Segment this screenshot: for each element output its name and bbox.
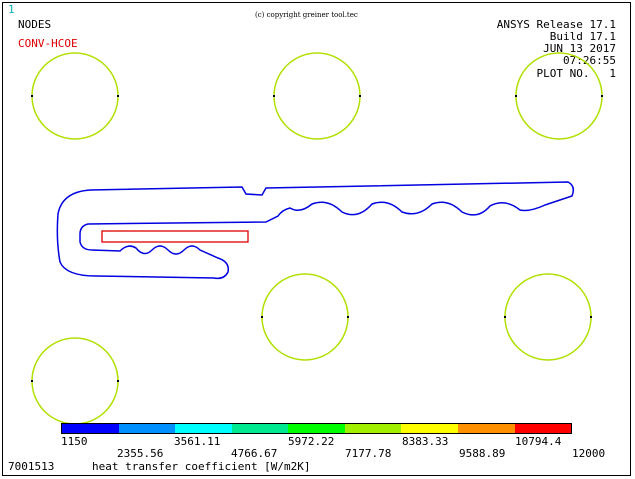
window-number: 1 [8,3,15,16]
build-text: Build 17.1 [549,30,616,43]
plot-type-label: NODES [18,18,52,31]
hole-circle-1 [31,52,119,140]
legend-label-8: 9588.89 [459,447,506,460]
legend-label-10: 12000 [572,447,606,460]
footer-quantity: heat transfer coefficient [W/m2K] [92,460,311,473]
scale-segment-7 [401,424,458,433]
footer-id: 7001513 [8,460,55,473]
scale-segment-6 [344,424,402,433]
display-item-label: CONV-HCOE [18,37,78,50]
plot-number-text: PLOT NO. 1 [536,67,616,80]
legend-label-3: 3561.11 [174,435,221,448]
copyright-text: (c) copyright greiner tool.tec [255,11,358,19]
scale-segment-1 [62,424,119,433]
release-text: ANSYS Release 17.1 [496,18,616,31]
time-text: 07:26:55 [563,54,616,67]
hole-circle-2 [273,52,361,140]
legend-label-9: 10794.4 [515,435,562,448]
scale-segment-8 [457,424,515,433]
legend-label-4: 4766.67 [231,447,278,460]
legend-label-1: 1150 [61,435,88,448]
hole-circle-6 [31,337,119,425]
legend-label-7: 8383.33 [402,435,449,448]
insert-rectangle [101,230,249,243]
hole-nodes [31,95,603,382]
hole-circle-3 [515,52,603,140]
profile-outline [56,181,575,280]
scale-segment-4 [231,424,289,433]
legend-label-5: 5972.22 [288,435,335,448]
scale-segment-9 [514,424,572,433]
color-scale-bar [61,423,572,434]
scale-segment-3 [175,424,232,433]
scale-segment-5 [288,424,345,433]
legend-label-2: 2355.56 [117,447,164,460]
date-text: JUN 13 2017 [543,42,616,55]
cooling-holes [31,52,603,425]
hole-circle-4 [261,273,349,361]
hole-circle-5 [504,273,592,361]
legend-label-6: 7177.78 [345,447,392,460]
scale-segment-2 [118,424,176,433]
